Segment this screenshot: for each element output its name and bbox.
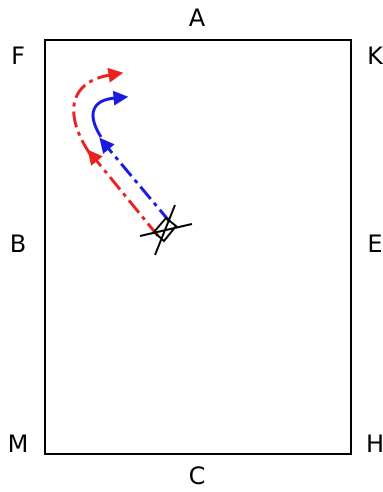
letter-f: F [11, 42, 25, 70]
letter-a: A [189, 4, 206, 32]
letter-h: H [366, 430, 383, 458]
red-path-straight [87, 149, 160, 237]
red-path-curve [72, 67, 124, 155]
crossed-rhombus-icon [139, 204, 193, 256]
letter-e: E [367, 230, 382, 258]
blue-path-curve [91, 90, 129, 138]
letter-c: C [189, 462, 206, 490]
letter-m: M [8, 430, 29, 458]
arena-border [44, 39, 352, 455]
letter-b: B [10, 230, 26, 258]
letter-k: K [367, 42, 383, 70]
